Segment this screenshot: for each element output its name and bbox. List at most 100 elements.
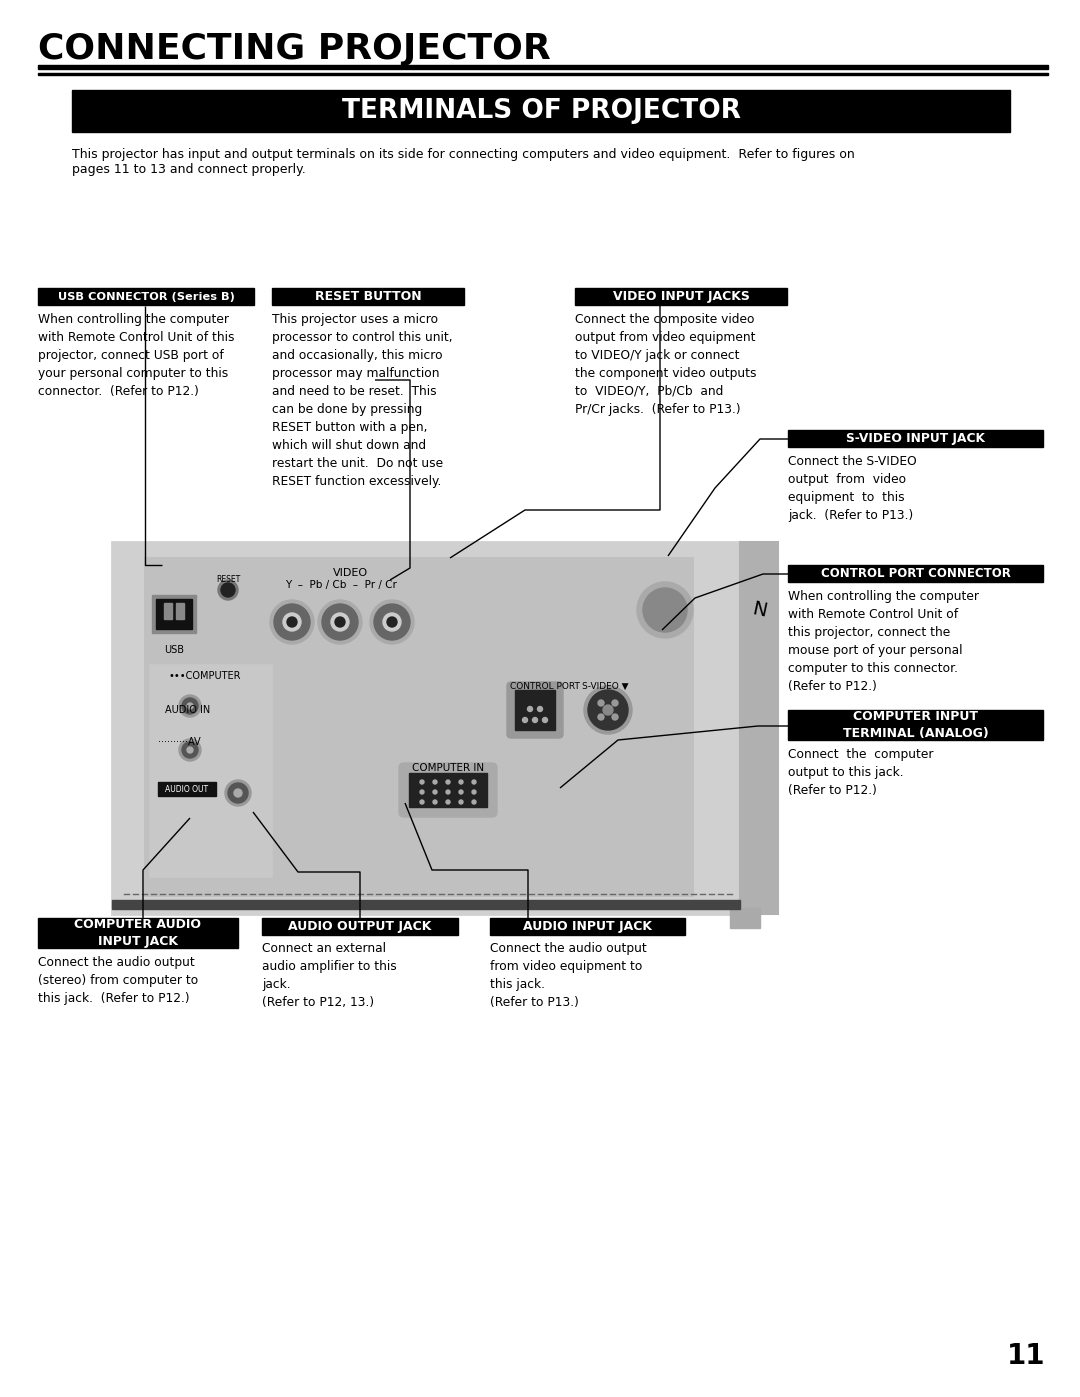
Bar: [152, 595, 195, 633]
Circle shape: [322, 604, 357, 640]
Text: AUDIO INPUT JACK: AUDIO INPUT JACK: [523, 921, 652, 933]
Circle shape: [446, 789, 450, 793]
Text: TERMINALS OF PROJECTOR: TERMINALS OF PROJECTOR: [341, 98, 741, 124]
Circle shape: [532, 718, 538, 722]
Circle shape: [274, 604, 310, 640]
Circle shape: [287, 617, 297, 627]
Circle shape: [459, 789, 463, 793]
Text: pages 11 to 13 and connect properly.: pages 11 to 13 and connect properly.: [72, 163, 306, 176]
Bar: [740, 542, 778, 914]
Text: When controlling the computer
with Remote Control Unit of
this projector, connec: When controlling the computer with Remot…: [788, 590, 978, 693]
Text: S-VIDEO INPUT JACK: S-VIDEO INPUT JACK: [846, 432, 985, 446]
Text: ··········AV: ··········AV: [158, 738, 201, 747]
Text: This projector has input and output terminals on its side for connecting compute: This projector has input and output term…: [72, 148, 854, 161]
Circle shape: [459, 780, 463, 784]
Text: USB CONNECTOR (Series B): USB CONNECTOR (Series B): [57, 292, 234, 302]
Text: VIDEO INPUT JACKS: VIDEO INPUT JACKS: [612, 291, 750, 303]
Text: This projector uses a micro
processor to control this unit,
and occasionally, th: This projector uses a micro processor to…: [272, 313, 453, 488]
Circle shape: [374, 604, 410, 640]
Text: Y  –  Pb / Cb  –  Pr / Cr: Y – Pb / Cb – Pr / Cr: [285, 580, 396, 590]
Text: Connect the composite video
output from video equipment
to VIDEO/Y jack or conne: Connect the composite video output from …: [575, 313, 756, 416]
Text: S-VIDEO ▼: S-VIDEO ▼: [582, 682, 629, 692]
Text: Connect the audio output
(stereo) from computer to
this jack.  (Refer to P12.): Connect the audio output (stereo) from c…: [38, 956, 199, 1004]
Circle shape: [433, 800, 437, 805]
Circle shape: [612, 714, 618, 719]
Bar: [788, 564, 1043, 583]
Text: •••COMPUTER: •••COMPUTER: [168, 671, 241, 680]
Circle shape: [472, 789, 476, 793]
Circle shape: [612, 700, 618, 705]
Circle shape: [433, 789, 437, 793]
Circle shape: [584, 686, 632, 733]
Text: When controlling the computer
with Remote Control Unit of this
projector, connec: When controlling the computer with Remot…: [38, 313, 234, 398]
Bar: [38, 66, 1048, 68]
Text: N: N: [750, 599, 768, 620]
Bar: [158, 782, 216, 796]
Text: AUDIO OUT: AUDIO OUT: [165, 785, 208, 793]
Circle shape: [335, 617, 345, 627]
Text: CONNECTING PROJECTOR: CONNECTING PROJECTOR: [38, 32, 551, 66]
Circle shape: [542, 718, 548, 722]
Circle shape: [318, 599, 362, 644]
Circle shape: [446, 800, 450, 805]
Text: COMPUTER INPUT
TERMINAL (ANALOG): COMPUTER INPUT TERMINAL (ANALOG): [842, 711, 988, 739]
Circle shape: [387, 617, 397, 627]
Circle shape: [270, 599, 314, 644]
Circle shape: [588, 690, 627, 731]
FancyBboxPatch shape: [399, 763, 497, 817]
Bar: [72, 89, 1010, 131]
Circle shape: [643, 588, 687, 631]
FancyBboxPatch shape: [507, 682, 563, 738]
Bar: [788, 710, 1043, 740]
Bar: [262, 918, 458, 935]
Text: USB: USB: [164, 645, 184, 655]
Text: RESET BUTTON: RESET BUTTON: [314, 291, 421, 303]
Text: COMPUTER AUDIO
INPUT JACK: COMPUTER AUDIO INPUT JACK: [75, 918, 202, 947]
Circle shape: [225, 780, 251, 806]
Circle shape: [420, 780, 424, 784]
Circle shape: [472, 780, 476, 784]
Circle shape: [527, 707, 532, 711]
Text: Connect  the  computer
output to this jack.
(Refer to P12.): Connect the computer output to this jack…: [788, 747, 933, 798]
Circle shape: [603, 705, 613, 715]
Text: AUDIO OUTPUT JACK: AUDIO OUTPUT JACK: [288, 921, 432, 933]
Circle shape: [187, 703, 193, 710]
Bar: [112, 542, 740, 914]
Circle shape: [183, 698, 198, 714]
Text: AUDIO IN: AUDIO IN: [165, 705, 211, 715]
Circle shape: [330, 613, 349, 631]
Text: 11: 11: [1007, 1343, 1045, 1370]
Circle shape: [187, 747, 193, 753]
Bar: [38, 918, 238, 949]
Bar: [490, 918, 685, 935]
Bar: [575, 288, 787, 305]
Text: VIDEO: VIDEO: [333, 569, 368, 578]
FancyBboxPatch shape: [515, 690, 555, 731]
Circle shape: [420, 789, 424, 793]
FancyBboxPatch shape: [409, 773, 487, 807]
Circle shape: [228, 782, 248, 803]
Bar: [164, 604, 172, 619]
Bar: [176, 604, 184, 619]
Circle shape: [472, 800, 476, 805]
Bar: [156, 599, 192, 629]
Bar: [730, 908, 760, 928]
Text: Connect the S-VIDEO
output  from  video
equipment  to  this
jack.  (Refer to P13: Connect the S-VIDEO output from video eq…: [788, 455, 917, 522]
Circle shape: [523, 718, 527, 722]
Circle shape: [179, 739, 201, 761]
Bar: [788, 430, 1043, 447]
Circle shape: [637, 583, 693, 638]
Bar: [150, 665, 272, 877]
Circle shape: [420, 800, 424, 805]
Circle shape: [433, 780, 437, 784]
Bar: [38, 288, 254, 305]
Bar: [112, 900, 740, 909]
Circle shape: [183, 742, 198, 759]
Circle shape: [218, 580, 238, 599]
Text: Connect an external
audio amplifier to this
jack.
(Refer to P12, 13.): Connect an external audio amplifier to t…: [262, 942, 396, 1009]
Circle shape: [598, 700, 604, 705]
Circle shape: [598, 714, 604, 719]
Circle shape: [221, 583, 235, 597]
Bar: [38, 73, 1048, 75]
Circle shape: [383, 613, 401, 631]
